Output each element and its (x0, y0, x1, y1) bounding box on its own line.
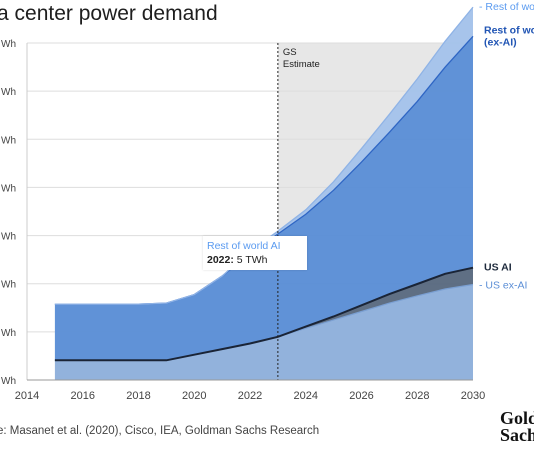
label-us-ex-ai: - US ex-AI (479, 280, 527, 292)
tooltip-title: Rest of world AI (207, 240, 281, 252)
y-tick-label: Wh (1, 376, 16, 387)
x-tick-label: 2022 (238, 390, 262, 402)
y-tick-label: Wh (1, 39, 16, 50)
y-tick-label: Wh (1, 135, 16, 146)
y-tick-label: Wh (1, 87, 16, 98)
source-note: e: Masanet et al. (2020), Cisco, IEA, Go… (0, 425, 320, 437)
area-us-ex-ai (54, 284, 474, 380)
data-tooltip: Rest of world AI 2022: 5 TWh (203, 236, 307, 270)
area-rest-of-world-ex-ai (54, 36, 474, 361)
chart-title: a center power demand (0, 2, 218, 25)
y-tick-label: Wh (1, 328, 16, 339)
line-us-total (54, 266, 474, 362)
x-tick-label: 2014 (15, 390, 39, 402)
tooltip-year: 2022: (207, 254, 234, 266)
label-row-ex-ai-line2: (ex-AI) (484, 36, 517, 48)
label-row-ai: - Rest of world AI (479, 1, 534, 13)
y-tick-label: Wh (1, 183, 16, 194)
y-tick-label: Wh (1, 280, 16, 291)
estimate-label-estimate: Estimate (283, 59, 320, 70)
y-tick-label: Wh (1, 232, 16, 243)
x-tick-label: 2016 (71, 390, 95, 402)
estimate-label-gs: GS (283, 47, 297, 58)
label-row-ex-ai-line1: Rest of world (484, 24, 534, 36)
tooltip-value: 5 TWh (236, 254, 268, 266)
axes: 2014 2016 2018 2020 2022 2024 2026 2028 2030 Wh Wh… (1, 39, 485, 402)
goldman-sachs-logo: Gold Sach (500, 408, 534, 445)
x-tick-label: 2028 (405, 390, 429, 402)
x-tick-label: 2030 (461, 390, 485, 402)
x-tick-label: 2018 (126, 390, 150, 402)
area-series (54, 7, 474, 380)
x-tick-label: 2020 (182, 390, 206, 402)
legend-labels: - Rest of world AI Rest of world(ex-AI) US… (479, 1, 534, 291)
x-tick-label: 2024 (294, 390, 318, 402)
x-tick-label: 2026 (349, 390, 373, 402)
label-us-ai: US AI (484, 262, 512, 274)
